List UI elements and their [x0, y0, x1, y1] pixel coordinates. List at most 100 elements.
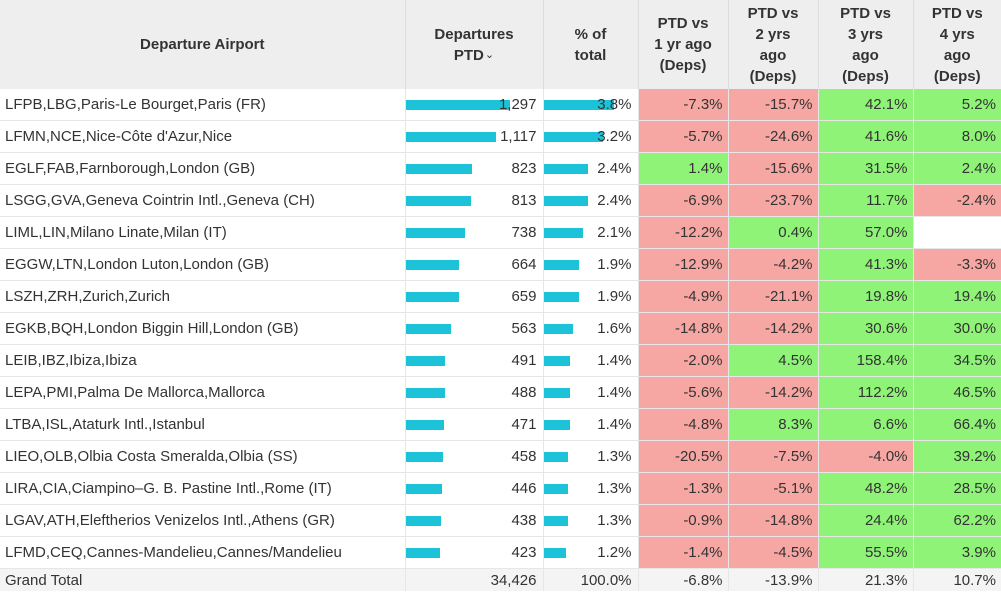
table-row[interactable]: EGKB,BQH,London Biggin Hill,London (GB) 5…	[0, 312, 1001, 345]
ptd3-cell: 42.1%	[818, 89, 914, 121]
ptd3-cell: 41.3%	[818, 248, 914, 281]
ptd4-cell: 46.5%	[913, 376, 1001, 409]
departures-bar	[405, 164, 472, 174]
pct-total-cell: 1.9%	[543, 248, 639, 281]
grand-total-label: Grand Total	[0, 568, 406, 591]
ptd3-cell: 55.5%	[818, 536, 914, 569]
grand-total-ptd1: -6.8%	[638, 568, 729, 591]
header-departures-ptd[interactable]: Departures PTD⌄	[405, 0, 544, 89]
airport-cell[interactable]: EGKB,BQH,London Biggin Hill,London (GB)	[0, 312, 406, 345]
ptd1-cell: -7.3%	[638, 89, 729, 121]
table-row[interactable]: LSGG,GVA,Geneva Cointrin Intl.,Geneva (C…	[0, 184, 1001, 217]
airport-cell[interactable]: LFMD,CEQ,Cannes-Mandelieu,Cannes/Mandeli…	[0, 536, 406, 569]
airport-cell[interactable]: LIRA,CIA,Ciampino–G. B. Pastine Intl.,Ro…	[0, 472, 406, 505]
chevron-down-icon[interactable]: ⌄	[484, 48, 495, 61]
airport-cell[interactable]: LGAV,ATH,Eleftherios Venizelos Intl.,Ath…	[0, 504, 406, 537]
ptd2-cell: -7.5%	[728, 440, 819, 473]
header-ptd-2yr[interactable]: PTD vs 2 yrs ago (Deps)	[728, 0, 819, 89]
pct-total-bar	[543, 132, 603, 142]
table-row[interactable]: LGAV,ATH,Eleftherios Venizelos Intl.,Ath…	[0, 504, 1001, 537]
ptd2-cell: -15.6%	[728, 152, 819, 185]
pct-total-cell: 1.4%	[543, 408, 639, 441]
departures-value: 738	[511, 224, 537, 241]
table-row[interactable]: LFMN,NCE,Nice-Côte d'Azur,Nice 1,117 3.2% -…	[0, 120, 1001, 153]
airport-cell[interactable]: LSZH,ZRH,Zurich,Zurich	[0, 280, 406, 313]
grand-total-row: Grand Total 34,426 100.0% -6.8% -13.9% 21.3% 1…	[0, 568, 1001, 591]
grand-total-ptd3: 21.3%	[818, 568, 914, 591]
airport-cell[interactable]: LTBA,ISL,Ataturk Intl.,Istanbul	[0, 408, 406, 441]
pct-total-value: 1.3%	[597, 480, 632, 497]
ptd4-cell	[913, 216, 1001, 249]
pct-total-bar	[543, 228, 583, 238]
ptd4-cell: 19.4%	[913, 280, 1001, 313]
ptd3-cell: 41.6%	[818, 120, 914, 153]
departures-bar	[405, 548, 440, 558]
departures-cell: 563	[405, 312, 544, 345]
airport-cell[interactable]: EGGW,LTN,London Luton,London (GB)	[0, 248, 406, 281]
departures-cell: 1,297	[405, 89, 544, 121]
ptd4-cell: 66.4%	[913, 408, 1001, 441]
ptd1-cell: -4.8%	[638, 408, 729, 441]
airport-cell[interactable]: EGLF,FAB,Farnborough,London (GB)	[0, 152, 406, 185]
table-row[interactable]: LTBA,ISL,Ataturk Intl.,Istanbul 471 1.4% -4…	[0, 408, 1001, 441]
departures-value: 471	[511, 416, 537, 433]
ptd4-cell: 2.4%	[913, 152, 1001, 185]
header-ptd-1yr[interactable]: PTD vs 1 yr ago (Deps)	[638, 0, 729, 89]
airport-cell[interactable]: LSGG,GVA,Geneva Cointrin Intl.,Geneva (C…	[0, 184, 406, 217]
table-row[interactable]: LIML,LIN,Milano Linate,Milan (IT) 738 2.1%…	[0, 216, 1001, 249]
pct-total-value: 1.6%	[597, 320, 632, 337]
ptd1-cell: -5.7%	[638, 120, 729, 153]
header-ptd-4yr[interactable]: PTD vs 4 yrs ago (Deps)	[913, 0, 1001, 89]
ptd1-cell: -12.2%	[638, 216, 729, 249]
table-row[interactable]: LSZH,ZRH,Zurich,Zurich 659 1.9% -4.9% -21.1%…	[0, 280, 1001, 313]
header-label: PTD vs 4 yrs ago (Deps)	[931, 4, 983, 85]
airport-cell[interactable]: LFMN,NCE,Nice-Côte d'Azur,Nice	[0, 120, 406, 153]
departures-bar	[405, 132, 496, 142]
table-row[interactable]: LFMD,CEQ,Cannes-Mandelieu,Cannes/Mandeli…	[0, 536, 1001, 569]
pct-total-value: 1.3%	[597, 512, 632, 529]
table-row[interactable]: LEIB,IBZ,Ibiza,Ibiza 491 1.4% -2.0% 4.5% 158.…	[0, 344, 1001, 377]
departures-cell: 659	[405, 280, 544, 313]
departures-cell: 491	[405, 344, 544, 377]
ptd2-cell: -5.1%	[728, 472, 819, 505]
departures-value: 1,297	[498, 96, 537, 113]
ptd3-cell: 6.6%	[818, 408, 914, 441]
header-departure-airport[interactable]: Departure Airport	[0, 0, 406, 89]
pct-total-value: 3.2%	[597, 128, 632, 145]
table-row[interactable]: LFPB,LBG,Paris-Le Bourget,Paris (FR) 1,29…	[0, 89, 1001, 121]
table-row[interactable]: LIRA,CIA,Ciampino–G. B. Pastine Intl.,Ro…	[0, 472, 1001, 505]
airport-cell[interactable]: LEPA,PMI,Palma De Mallorca,Mallorca	[0, 376, 406, 409]
departures-value: 563	[511, 320, 537, 337]
airport-cell[interactable]: LIML,LIN,Milano Linate,Milan (IT)	[0, 216, 406, 249]
pct-total-bar	[543, 484, 568, 494]
ptd3-cell: 48.2%	[818, 472, 914, 505]
table-body: LFPB,LBG,Paris-Le Bourget,Paris (FR) 1,29…	[0, 89, 1001, 591]
pct-total-cell: 1.6%	[543, 312, 639, 345]
airport-cell[interactable]: LEIB,IBZ,Ibiza,Ibiza	[0, 344, 406, 377]
pct-total-cell: 2.4%	[543, 184, 639, 217]
ptd4-cell: -2.4%	[913, 184, 1001, 217]
ptd1-cell: -2.0%	[638, 344, 729, 377]
airport-cell[interactable]: LIEO,OLB,Olbia Costa Smeralda,Olbia (SS)	[0, 440, 406, 473]
departures-bar	[405, 452, 443, 462]
pct-total-cell: 3.2%	[543, 120, 639, 153]
ptd4-cell: 62.2%	[913, 504, 1001, 537]
pct-total-cell: 2.4%	[543, 152, 639, 185]
header-pct-total[interactable]: % of total	[543, 0, 639, 89]
header-ptd-3yr[interactable]: PTD vs 3 yrs ago (Deps)	[818, 0, 914, 89]
header-label: PTD vs 3 yrs ago (Deps)	[840, 4, 891, 85]
table-row[interactable]: LEPA,PMI,Palma De Mallorca,Mallorca 488 1.…	[0, 376, 1001, 409]
airport-cell[interactable]: LFPB,LBG,Paris-Le Bourget,Paris (FR)	[0, 89, 406, 121]
table-row[interactable]: EGLF,FAB,Farnborough,London (GB) 823 2.4% 1…	[0, 152, 1001, 185]
table-row[interactable]: LIEO,OLB,Olbia Costa Smeralda,Olbia (SS)…	[0, 440, 1001, 473]
ptd2-cell: -24.6%	[728, 120, 819, 153]
departures-value: 1,117	[500, 128, 537, 145]
ptd2-cell: -23.7%	[728, 184, 819, 217]
departures-bar	[405, 228, 465, 238]
pct-total-cell: 1.3%	[543, 504, 639, 537]
pct-total-cell: 2.1%	[543, 216, 639, 249]
pct-total-value: 1.4%	[597, 384, 632, 401]
table-row[interactable]: EGGW,LTN,London Luton,London (GB) 664 1.9%…	[0, 248, 1001, 281]
departures-bar	[405, 196, 471, 206]
ptd4-cell: -3.3%	[913, 248, 1001, 281]
